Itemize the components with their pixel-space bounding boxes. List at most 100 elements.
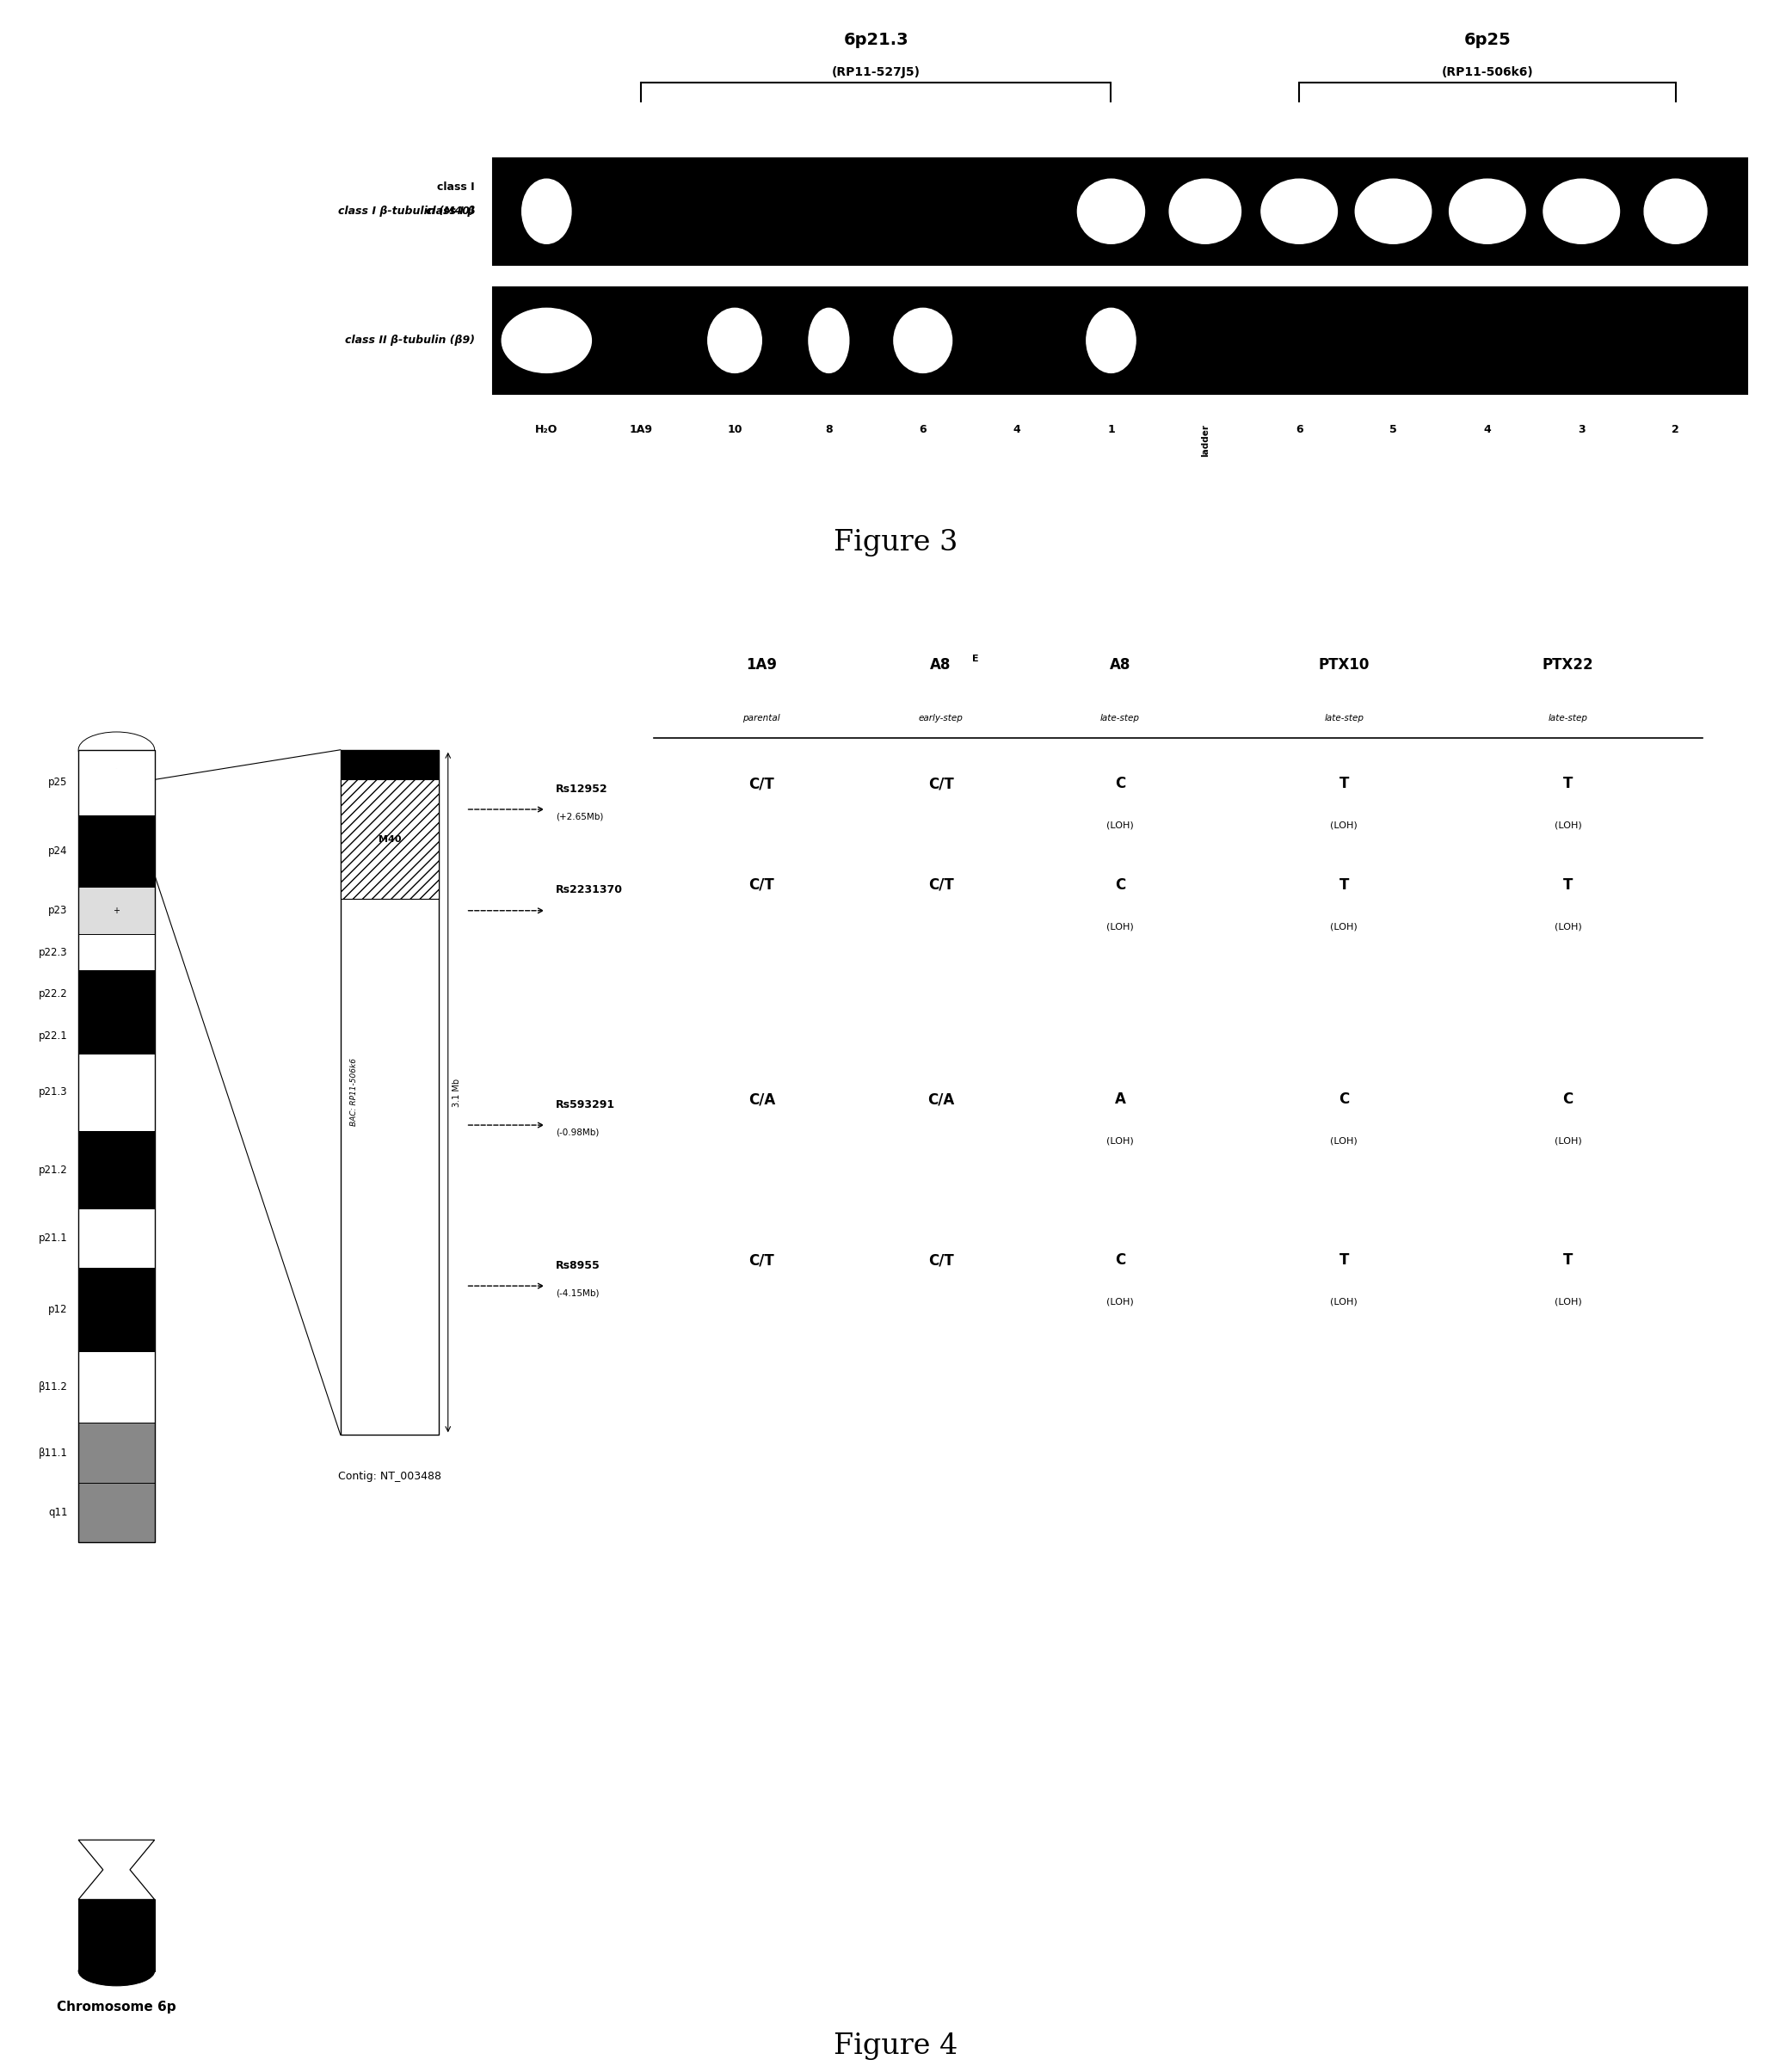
Text: 3.1 Mb: 3.1 Mb [452,1077,461,1106]
Ellipse shape [894,309,952,373]
Text: A8: A8 [930,657,952,671]
Text: β11.2: β11.2 [38,1382,68,1392]
Bar [79,1484,154,1542]
Text: 4: 4 [1484,425,1491,435]
Bar [340,750,439,1436]
Text: (LOH): (LOH) [1106,1297,1134,1307]
Bar [493,157,1747,265]
Ellipse shape [79,731,154,769]
Ellipse shape [79,1956,154,1985]
Text: (+2.65Mb): (+2.65Mb) [556,812,604,821]
Text: C/T: C/T [749,876,774,893]
Ellipse shape [1086,309,1136,373]
Text: 5: 5 [1389,425,1398,435]
Text: 1A9: 1A9 [745,657,778,671]
Text: C/A: C/A [926,1092,955,1106]
Text: C: C [1563,1092,1573,1106]
Text: (LOH): (LOH) [1554,821,1582,831]
Text: 3: 3 [1577,425,1586,435]
Bar [79,1017,154,1055]
Text: C/A: C/A [747,1092,776,1106]
Bar [79,816,154,887]
Text: A: A [1115,1092,1125,1106]
Text: T: T [1339,876,1349,893]
Text: T: T [1339,777,1349,792]
Bar [79,887,154,934]
Text: (LOH): (LOH) [1330,922,1358,930]
Ellipse shape [1168,178,1240,244]
Text: p25: p25 [48,777,68,787]
Ellipse shape [1355,178,1432,244]
Text: Rs2231370: Rs2231370 [556,885,622,895]
Text: late-step: late-step [1548,715,1588,723]
Text: PTX10: PTX10 [1319,657,1369,671]
Text: 6: 6 [919,425,926,435]
Text: T: T [1563,1254,1573,1268]
Ellipse shape [808,309,849,373]
Text: (LOH): (LOH) [1106,1138,1134,1146]
Text: H₂O: H₂O [536,425,557,435]
Text: E: E [971,655,978,663]
Text: (-0.98Mb): (-0.98Mb) [556,1127,599,1138]
Text: p24: p24 [48,845,68,856]
Text: Chromosome 6p: Chromosome 6p [57,1999,176,2014]
Text: class II β-tubulin (β9): class II β-tubulin (β9) [346,336,475,346]
Text: (RP11-527J5): (RP11-527J5) [831,66,919,79]
Ellipse shape [502,309,591,373]
Text: Rs12952: Rs12952 [556,783,607,794]
Text: ladder: ladder [1201,425,1210,456]
Text: class I: class I [437,180,475,193]
Text: C/T: C/T [749,777,774,792]
Text: (LOH): (LOH) [1330,1297,1358,1307]
Text: parental: parental [744,715,780,723]
Text: class I β: class I β [425,205,475,218]
Bar [79,750,154,816]
Text: late-step: late-step [1324,715,1364,723]
Text: Rs593291: Rs593291 [556,1098,615,1111]
Bar [79,1268,154,1351]
Text: p22.3: p22.3 [39,947,68,957]
Text: (RP11-506k6): (RP11-506k6) [1441,66,1534,79]
Text: class I β-tubulin (M40): class I β-tubulin (M40) [339,205,475,218]
Bar [79,1351,154,1423]
Text: (LOH): (LOH) [1554,922,1582,930]
Text: 6p25: 6p25 [1464,33,1511,48]
Ellipse shape [1645,178,1708,244]
Text: 10: 10 [728,425,742,435]
Text: C/T: C/T [749,1254,774,1268]
Text: β11.1: β11.1 [38,1446,68,1459]
Text: q11: q11 [48,1506,68,1519]
Text: (LOH): (LOH) [1554,1138,1582,1146]
Text: (LOH): (LOH) [1330,821,1358,831]
Text: 1: 1 [1107,425,1115,435]
Bar [340,779,439,899]
Text: T: T [1563,876,1573,893]
Bar [340,750,439,779]
Text: p12: p12 [48,1303,68,1316]
Bar [79,1900,154,1970]
Ellipse shape [1450,178,1525,244]
Text: Figure 3: Figure 3 [833,528,959,557]
Text: C: C [1115,1254,1125,1268]
Text: C: C [1115,876,1125,893]
Text: (LOH): (LOH) [1106,922,1134,930]
Text: Rs8955: Rs8955 [556,1260,600,1270]
Text: PTX22: PTX22 [1543,657,1593,671]
Text: M40: M40 [378,835,401,843]
Text: late-step: late-step [1100,715,1140,723]
Text: p21.2: p21.2 [39,1164,68,1175]
Text: 2: 2 [1672,425,1679,435]
Text: 4: 4 [1012,425,1021,435]
Text: +: + [113,905,120,916]
Bar [79,1055,154,1131]
Text: early-step: early-step [919,715,962,723]
Bar [79,1208,154,1268]
Ellipse shape [1077,178,1145,244]
Text: Figure 4: Figure 4 [833,2033,959,2060]
Text: Contig: NT_003488: Contig: NT_003488 [339,1471,441,1481]
Text: 6p21.3: 6p21.3 [844,33,909,48]
Bar [79,934,154,970]
Text: p21.1: p21.1 [39,1233,68,1243]
Bar [79,1423,154,1484]
Text: (LOH): (LOH) [1330,1138,1358,1146]
